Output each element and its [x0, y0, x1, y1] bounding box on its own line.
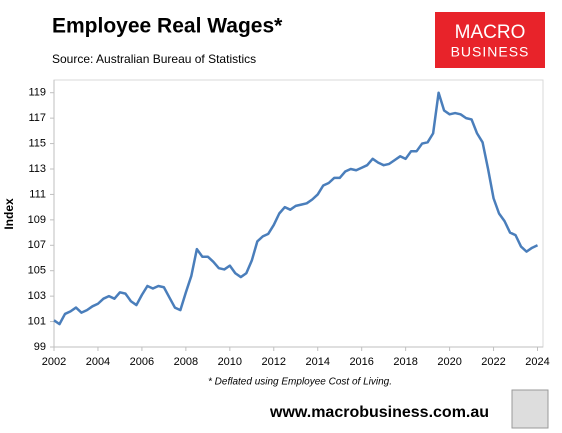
- wolf-image: [511, 389, 549, 429]
- chart-title: Employee Real Wages*: [52, 15, 283, 38]
- website: www.macrobusiness.com.au: [269, 404, 489, 421]
- x-tick-label: 2010: [218, 356, 242, 368]
- y-tick-label: 113: [28, 163, 46, 175]
- x-tick-label: 2020: [437, 356, 461, 368]
- x-tick-label: 2006: [130, 356, 154, 368]
- y-tick-label: 117: [28, 112, 46, 124]
- footnote: * Deflated using Employee Cost of Living…: [208, 377, 392, 388]
- y-tick-label: 109: [28, 214, 46, 226]
- x-tick-label: 2022: [481, 356, 505, 368]
- y-tick-label: 107: [28, 239, 46, 251]
- x-tick-label: 2008: [174, 356, 198, 368]
- data-line: [53, 91, 539, 326]
- y-tick-label: 105: [28, 265, 46, 277]
- y-tick-label: 111: [29, 188, 46, 200]
- y-tick-label: 101: [28, 315, 46, 327]
- x-tick-label: 2012: [262, 356, 286, 368]
- x-tick-label: 2002: [42, 356, 66, 368]
- x-tick-label: 2016: [349, 356, 373, 368]
- logo-text: BUSINESS: [451, 44, 530, 60]
- y-tick-label: 103: [28, 290, 46, 302]
- y-tick-label: 115: [28, 137, 46, 149]
- x-tick-label: 2018: [393, 356, 417, 368]
- logo-text: MACRO: [455, 22, 526, 43]
- y-tick-label: 119: [28, 87, 46, 99]
- y-axis-label: Index: [2, 198, 16, 230]
- x-tick-label: 2014: [305, 356, 329, 368]
- x-tick-label: 2024: [525, 356, 549, 368]
- chart-subtitle: Source: Australian Bureau of Statistics: [52, 52, 256, 66]
- y-tick-label: 99: [34, 341, 46, 353]
- x-tick-label: 2004: [86, 356, 110, 368]
- logo-box: [435, 12, 545, 68]
